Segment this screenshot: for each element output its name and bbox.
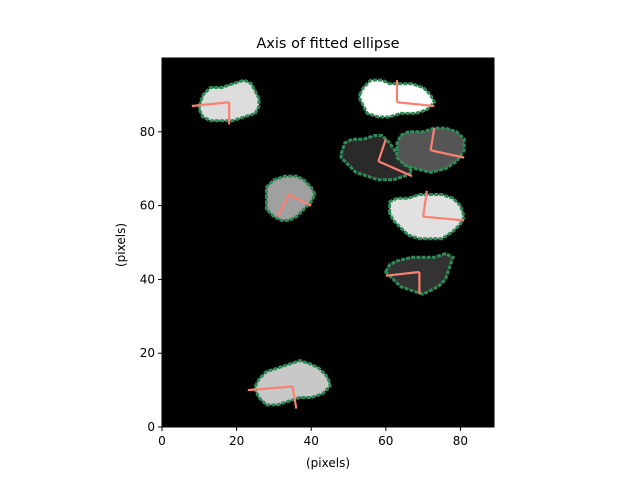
y-tick-label: 40 xyxy=(140,272,155,286)
y-tick-label: 60 xyxy=(140,199,155,213)
blob-top-left xyxy=(191,78,261,125)
y-tick-label: 80 xyxy=(140,125,155,139)
x-axis: 0 20 40 60 80 xyxy=(158,427,468,448)
x-tick-label: 40 xyxy=(304,434,319,448)
blob-right-dark xyxy=(383,251,455,296)
y-tick-label: 0 xyxy=(147,420,155,434)
x-tick-label: 80 xyxy=(453,434,468,448)
blob-bottom-minor-axis xyxy=(291,386,298,409)
blob-center-gray xyxy=(264,174,317,222)
blob-top-right-major-axis xyxy=(396,101,435,108)
blob-top-left-region xyxy=(197,78,261,123)
blob-mid-gray-minor-axis xyxy=(429,127,436,151)
y-tick-label: 20 xyxy=(140,346,155,360)
blob-bottom xyxy=(247,359,332,409)
blob-center-gray-region xyxy=(264,174,317,222)
x-tick-label: 20 xyxy=(229,434,244,448)
y-axis-label: (pixels) xyxy=(114,223,128,267)
blob-right-light-minor-axis xyxy=(422,190,428,217)
blob-mid-dark xyxy=(339,134,414,182)
y-axis: 0 20 40 60 80 xyxy=(140,125,162,434)
blob-right-light-major-axis xyxy=(423,215,465,222)
plot-area xyxy=(161,57,495,428)
x-axis-label: (pixels) xyxy=(306,456,350,470)
blob-bottom-major-axis xyxy=(247,385,293,392)
blob-top-right xyxy=(358,78,437,119)
blob-mid-gray xyxy=(395,126,466,174)
blob-mid-dark-major-axis xyxy=(377,160,413,178)
blob-bottom-region xyxy=(253,359,332,407)
blob-center-gray-major-axis xyxy=(276,194,290,218)
chart-title: Axis of fitted ellipse xyxy=(256,36,399,52)
blob-center-gray-minor-axis xyxy=(288,193,312,207)
plot-frame xyxy=(161,57,495,428)
blob-mid-dark-minor-axis xyxy=(377,138,387,162)
blob-right-dark-major-axis xyxy=(385,270,420,277)
x-tick-label: 60 xyxy=(378,434,393,448)
blob-right-light xyxy=(388,190,466,241)
blob-top-left-major-axis xyxy=(191,101,230,108)
blob-mid-gray-major-axis xyxy=(430,149,465,159)
x-tick-label: 0 xyxy=(158,434,166,448)
